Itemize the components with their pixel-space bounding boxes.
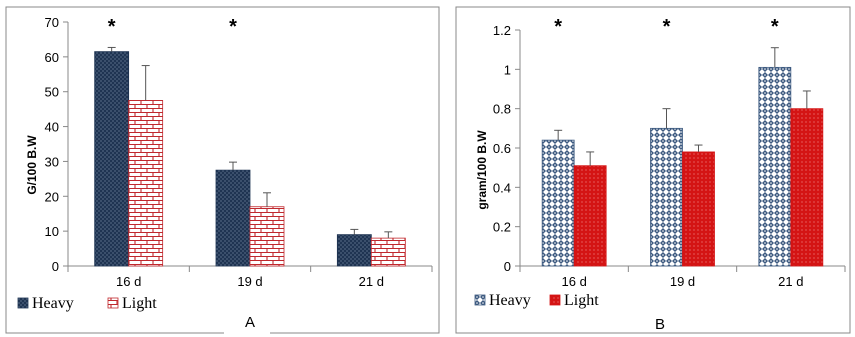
significance-marker: * (229, 16, 237, 38)
y-tick-label: 70 (45, 15, 59, 30)
bar-heavy (541, 139, 575, 267)
bar-light (249, 206, 285, 267)
bar-heavy (336, 234, 372, 267)
legend: Heavy Light (474, 292, 599, 309)
y-tick-label: 30 (45, 154, 59, 169)
y-tick-label: 60 (45, 50, 59, 65)
legend-label-heavy: Heavy (489, 292, 531, 309)
y-tick-label: 0 (52, 259, 59, 274)
legend-swatch-heavy (17, 297, 29, 309)
y-tick-label: 1 (504, 62, 511, 77)
chart-panel-b: gram/100 B.W 0 0.2 0.4 0.6 0.8 1 1.2 16 d 19 d 21… (455, 6, 851, 334)
bars: * * (94, 16, 406, 267)
x-tick-label: 19 d (670, 274, 695, 289)
legend-swatch-heavy (474, 294, 486, 306)
panel-label: A (245, 314, 255, 331)
legend-label-heavy: Heavy (32, 295, 74, 312)
legend-label-light: Light (564, 292, 599, 309)
legend-swatch-light (549, 294, 561, 306)
significance-marker: * (663, 16, 671, 38)
bars: * * * (541, 16, 824, 267)
bar-light (128, 100, 164, 267)
y-tick-label: 0.2 (493, 220, 511, 235)
bar-light (370, 237, 406, 267)
y-tick-label: 0.6 (493, 141, 511, 156)
x-tick-label: 16 d (562, 274, 587, 289)
bar-light (790, 108, 824, 267)
y-tick-label: 0 (504, 259, 511, 274)
bar-heavy (650, 127, 683, 267)
y-tick-label: 0.4 (493, 180, 511, 195)
significance-marker: * (554, 16, 562, 38)
bar-heavy (94, 51, 130, 267)
y-tick-label: 0.8 (493, 102, 511, 117)
panel-label: B (655, 316, 665, 333)
x-tick-label: 21 d (359, 274, 384, 289)
legend-label-light: Light (122, 295, 157, 312)
significance-marker: * (771, 16, 779, 38)
y-axis-label: G/100 B.W (25, 135, 39, 195)
legend: Heavy Light (17, 295, 157, 312)
bar-light (573, 165, 607, 267)
y-tick-label: 40 (45, 120, 59, 135)
y-tick-label: 20 (45, 189, 59, 204)
y-tick-label: 1.2 (493, 23, 511, 38)
bar-heavy (215, 169, 251, 267)
legend-swatch-light (107, 297, 119, 309)
x-tick-label: 21 d (778, 274, 803, 289)
y-tick-label: 50 (45, 85, 59, 100)
x-tick-label: 16 d (116, 274, 141, 289)
y-tick-label: 10 (45, 224, 59, 239)
significance-marker: * (108, 16, 116, 38)
x-tick-label: 19 d (237, 274, 262, 289)
bar-light (682, 151, 715, 267)
y-axis-label: gram/100 B.W (475, 130, 489, 210)
bar-heavy (758, 66, 792, 267)
